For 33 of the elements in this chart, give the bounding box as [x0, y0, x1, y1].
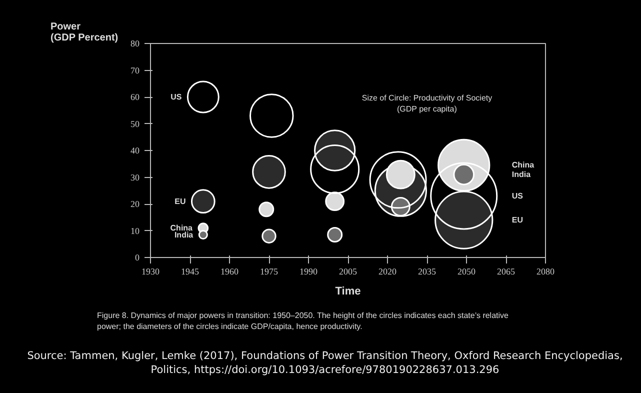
x-tick-label: 1930	[142, 266, 160, 276]
y-tick-label: 0	[135, 252, 140, 262]
series-label: India	[174, 230, 194, 240]
series-label: China	[170, 224, 194, 233]
x-tick-label: 2020	[378, 266, 397, 276]
source-note: Source: Tammen, Kugler, Lemke (2017), Foundations of Power Transition Theory, Oxford Research Encyclopedias, Politics, https://doi.org/10.1093/acrefore/9780190228637.013.296	[26, 350, 624, 378]
x-tick-label: 1945	[181, 266, 200, 276]
text: China	[512, 160, 534, 170]
text: US	[512, 191, 523, 200]
y-axis-title: Power (GDP Percent)	[50, 22, 118, 44]
x-tick-label: 1960	[220, 266, 239, 276]
y-tick-label: 80	[130, 38, 140, 48]
x-tick-label: 2065	[497, 266, 516, 276]
y-tick-label: 50	[130, 118, 140, 129]
x-tick-label: 2035	[418, 266, 436, 276]
caption: Figure 8. Dynamics of major powers in transition: 1950–2050. The height of the circles indicates each state’s relative power; the diameters of the circles indicate GDP/capita, hence productivity.	[97, 311, 510, 333]
x-tick-label: 2005	[339, 266, 358, 276]
y-tick-label: 30	[130, 172, 140, 182]
x-tick-label: 1990	[300, 266, 318, 276]
y-tick-label: 60	[130, 92, 140, 102]
series-label: EU	[174, 196, 186, 206]
y-tick-label: 40	[130, 146, 140, 156]
x-axis-title: Time	[335, 286, 361, 298]
x-tick-label: 1975	[260, 266, 278, 276]
series-label: US	[170, 92, 182, 102]
x-tick-label: 2080	[536, 266, 555, 276]
text: EU	[512, 216, 523, 225]
annotation: Size of Circle: Productivity of Society (GDP per capita)	[362, 94, 492, 114]
y-tick-label: 70	[130, 65, 140, 76]
y-tick-label: 20	[130, 199, 140, 209]
x-tick-label: 2050	[458, 266, 476, 276]
y-tick-label: 10	[130, 226, 140, 236]
text: India	[512, 170, 531, 180]
